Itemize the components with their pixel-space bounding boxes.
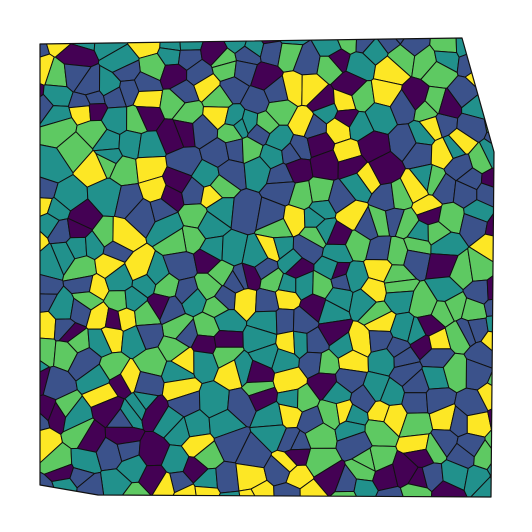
voronoi-cell	[182, 456, 209, 484]
voronoi-cell	[278, 38, 325, 46]
voronoi-cell	[467, 476, 494, 497]
voronoi-cell	[51, 477, 78, 497]
voronoi-cell	[480, 167, 494, 201]
voronoi-cell	[100, 481, 162, 497]
voronoi-cell	[489, 469, 494, 497]
voronoi-cell	[479, 38, 494, 72]
voronoi-cell	[40, 68, 45, 136]
voronoi-cell	[243, 38, 281, 45]
voronoi-cell	[353, 478, 379, 497]
voronoi-cell	[40, 210, 50, 275]
voronoi-cell	[429, 38, 458, 54]
voronoi-cell	[325, 490, 367, 497]
voronoi-cell	[485, 309, 494, 342]
voronoi-cell	[454, 38, 472, 58]
voronoi-cell	[367, 204, 390, 237]
voronoi-cell	[399, 483, 433, 497]
voronoi-cell	[160, 483, 202, 497]
voronoi-cell	[40, 310, 57, 340]
voronoi-cell	[197, 490, 249, 497]
voronoi-cell	[479, 38, 494, 51]
voronoi-cell	[486, 266, 494, 301]
voronoi-cell	[483, 92, 494, 133]
voronoi-cell	[273, 482, 302, 497]
voronoi-cell	[463, 340, 494, 370]
voronoi-cell	[159, 38, 182, 52]
voronoi-cell	[213, 330, 244, 348]
region-boundary	[39, 37, 495, 498]
voronoi-cell	[478, 138, 494, 169]
voronoi-cell	[476, 382, 494, 412]
voronoi-cell	[486, 455, 494, 476]
voronoi-cell	[250, 479, 276, 497]
voronoi-cell	[232, 262, 249, 290]
voronoi-cell	[169, 79, 200, 104]
voronoi-cell	[367, 38, 437, 45]
voronoi-cell	[40, 334, 57, 368]
voronoi-cell	[477, 70, 494, 107]
voronoi-cell	[275, 308, 295, 335]
voronoi-cell	[215, 460, 240, 494]
voronoi-cell	[486, 354, 494, 399]
voronoi-cell	[483, 291, 494, 317]
voronoi-cell	[127, 38, 163, 59]
voronoi-cell	[71, 471, 108, 497]
voronoi-cell	[484, 198, 494, 249]
voronoi-cell	[170, 346, 195, 375]
voronoi-cell	[194, 485, 221, 497]
voronoi-cell	[238, 488, 277, 497]
voronoi-cell	[487, 396, 494, 435]
voronoi-cell	[299, 478, 330, 497]
